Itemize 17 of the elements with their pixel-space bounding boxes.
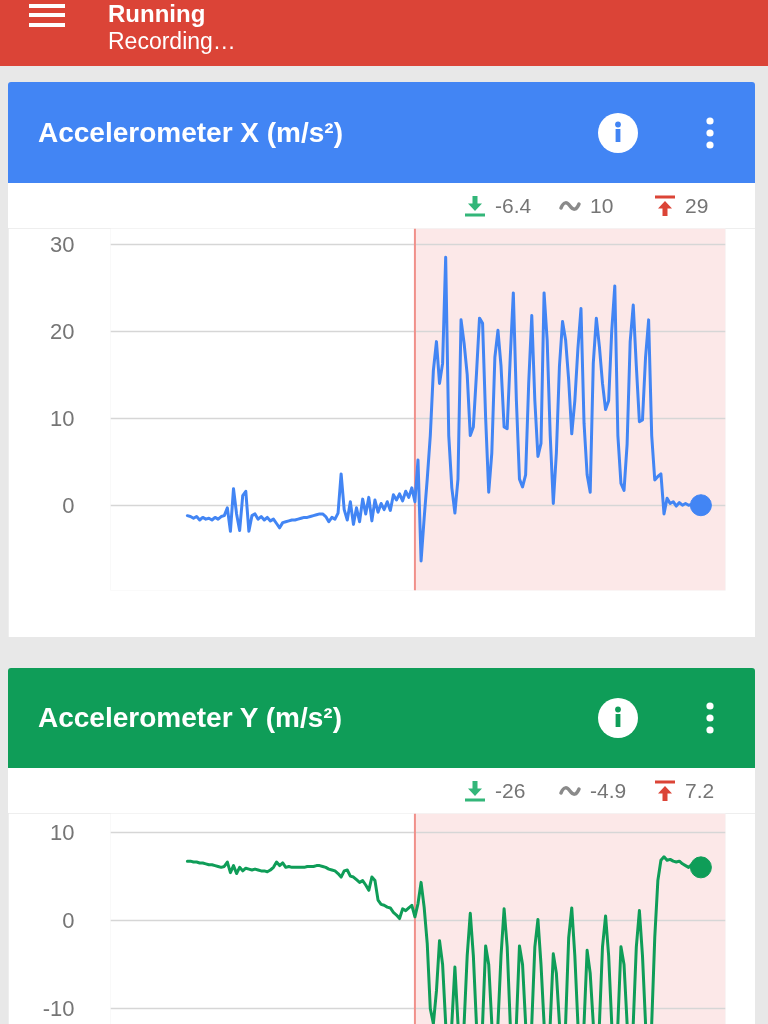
text: -26 [495,777,526,804]
text: Running [108,0,206,28]
text: 7.2 [685,777,715,804]
y-tick-label: 0 [62,907,75,933]
y-tick-label: 30 [50,231,75,257]
y-tick-label: 0 [62,492,75,518]
chart-title: Accelerometer X (m/s²) [38,115,344,150]
text: Recording… [108,28,236,55]
text: 10 [590,192,614,219]
text: -6.4 [495,192,532,219]
text: 29 [685,192,709,219]
y-tick-label: 10 [50,819,75,845]
text: -4.9 [590,777,627,804]
y-tick-label: 10 [50,405,75,431]
y-tick-label: 20 [50,318,75,344]
y-tick-label: -10 [42,996,75,1022]
chart-title: Accelerometer Y (m/s²) [38,701,342,735]
